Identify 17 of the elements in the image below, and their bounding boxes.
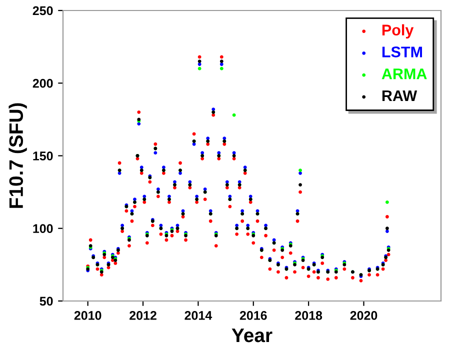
y-axis-title: F10.7 (SFU) [8,103,27,208]
legend-label: ARMA [382,68,427,80]
y-tick-label: 50 [40,296,53,306]
x-tick-label: 2012 [130,311,156,320]
x-tick-label: 2016 [240,311,267,320]
legend-label: Poly [382,24,414,38]
y-tick-label: 150 [33,152,53,160]
x-tick-label: 2018 [295,311,322,320]
y-tick-label: 250 [32,6,53,16]
y-tick-label: 100 [33,224,53,234]
x-axis-title: Year [232,328,272,342]
legend-label: LSTM [382,46,422,58]
legend-label: RAW [382,90,418,101]
x-tick-label: 2020 [350,311,378,320]
x-tick-label: 2010 [74,311,102,320]
x-tick-label: 2014 [184,311,212,320]
y-tick-label: 200 [32,78,53,88]
